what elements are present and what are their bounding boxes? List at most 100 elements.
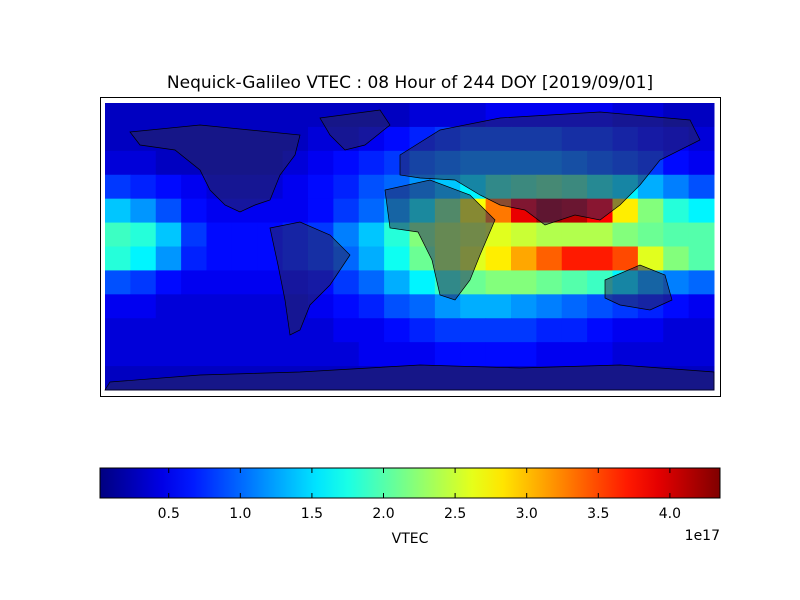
- heat-cell: [409, 318, 436, 343]
- heat-cell: [308, 174, 334, 200]
- colorbar-tick-label: 2.5: [444, 506, 466, 522]
- heat-cell: [485, 270, 512, 295]
- heat-cell: [206, 318, 233, 343]
- heat-cell: [511, 270, 537, 295]
- australia: [604, 264, 673, 311]
- colorbar-tick-label: 1.5: [301, 506, 323, 522]
- heat-cell: [130, 318, 157, 343]
- heat-cell: [155, 198, 182, 224]
- heat-cell: [536, 270, 563, 295]
- colorbar-tick-label: 0.5: [158, 506, 180, 522]
- heat-cell: [257, 342, 284, 367]
- colorbar-tick-label: 1.0: [229, 506, 251, 522]
- heat-cell: [688, 270, 715, 295]
- colorbar-label: VTEC: [392, 531, 429, 547]
- colorbar-tick-label: 3.5: [587, 506, 609, 522]
- colorbar-tick-label: 2.0: [372, 506, 394, 522]
- heat-cell: [105, 246, 131, 271]
- heat-cell: [511, 222, 537, 247]
- heat-cell: [130, 174, 157, 200]
- heat-cell: [409, 103, 436, 128]
- heat-cell: [358, 270, 385, 295]
- heat-cell: [231, 246, 258, 271]
- colorbar-tick-label: 3.0: [516, 506, 538, 522]
- heat-cell: [612, 246, 639, 271]
- greenland: [319, 109, 391, 151]
- heat-cell: [485, 294, 512, 319]
- heat-cell: [587, 222, 613, 247]
- heat-cell: [333, 198, 360, 224]
- heat-cell: [688, 198, 715, 224]
- heat-cell: [663, 222, 690, 247]
- heat-cell: [231, 103, 258, 128]
- heat-cell: [155, 246, 182, 271]
- heat-cell: [485, 246, 512, 271]
- heat-cell: [358, 174, 385, 200]
- heat-cell: [384, 318, 410, 343]
- heat-cell: [130, 342, 157, 367]
- heat-cell: [688, 103, 715, 128]
- heat-cell: [333, 150, 360, 176]
- heat-cell: [105, 294, 131, 319]
- heat-cell: [561, 222, 588, 247]
- heat-cell: [155, 103, 182, 128]
- heat-cell: [409, 270, 436, 295]
- heat-cell: [181, 246, 207, 271]
- heat-cell: [308, 318, 334, 343]
- heat-cell: [257, 270, 284, 295]
- heat-cell: [358, 246, 385, 271]
- heat-cell: [155, 318, 182, 343]
- heat-cell: [105, 126, 131, 152]
- heat-cell: [663, 342, 690, 367]
- heat-cell: [688, 246, 715, 271]
- heat-cell: [358, 342, 385, 367]
- heat-cell: [561, 246, 588, 271]
- heat-cell: [155, 222, 182, 247]
- heat-cell: [206, 294, 233, 319]
- heat-cell: [181, 318, 207, 343]
- heat-cell: [105, 174, 131, 200]
- heat-cell: [130, 294, 157, 319]
- heat-cell: [587, 246, 613, 271]
- heat-cell: [308, 198, 334, 224]
- heat-cell: [384, 294, 410, 319]
- heat-cell: [460, 342, 487, 367]
- heat-cell: [536, 318, 563, 343]
- heat-cell: [384, 270, 410, 295]
- heat-cell: [257, 318, 284, 343]
- heat-cell: [308, 342, 334, 367]
- heat-cell: [231, 318, 258, 343]
- heat-cell: [688, 174, 715, 200]
- heat-cell: [688, 222, 715, 247]
- heat-cell: [358, 318, 385, 343]
- heat-cell: [434, 103, 461, 128]
- heat-cell: [206, 246, 233, 271]
- heat-cell: [485, 318, 512, 343]
- eurasia: [399, 111, 701, 226]
- colorbar-gradient: [99, 467, 721, 499]
- colorbar: 0.5 1.0 1.5 2.0 2.5 3.0 3.5 4.0: [99, 467, 721, 522]
- heat-cell: [257, 103, 284, 128]
- heat-cell: [181, 198, 207, 224]
- heat-cell: [105, 103, 131, 128]
- heat-cell: [536, 342, 563, 367]
- colorbar-tick-label: 4.0: [659, 506, 681, 522]
- heat-cell: [105, 342, 131, 367]
- heat-cell: [511, 246, 537, 271]
- chart-title: Nequick-Galileo VTEC : 08 Hour of 244 DO…: [167, 73, 653, 93]
- heat-cell: [485, 342, 512, 367]
- heat-cell: [460, 318, 487, 343]
- heat-cell: [637, 318, 664, 343]
- heat-cell: [561, 318, 588, 343]
- heat-cell: [688, 150, 715, 176]
- heat-cell: [105, 318, 131, 343]
- heat-cell: [130, 103, 157, 128]
- heat-cell: [181, 103, 207, 128]
- heat-cell: [181, 174, 207, 200]
- heat-cell: [536, 294, 563, 319]
- heat-cell: [206, 270, 233, 295]
- heat-cell: [511, 318, 537, 343]
- heat-cell: [358, 198, 385, 224]
- heat-cell: [511, 342, 537, 367]
